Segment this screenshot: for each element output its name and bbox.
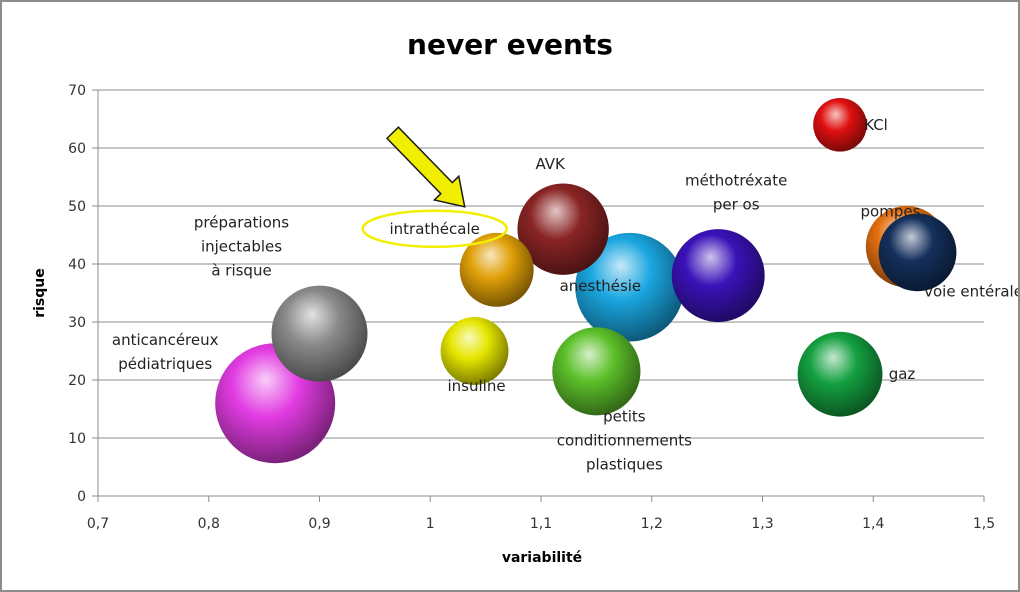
y-axis-title: risque (32, 268, 48, 318)
x-tick-label: 1 (426, 516, 435, 532)
bubble-label-line: petits (603, 407, 646, 425)
bubble-label-line: AVK (535, 155, 566, 173)
bubble-kcl (813, 97, 867, 152)
y-tick-label: 40 (68, 257, 86, 273)
bubble-label: anticancéreux pédiatriques (112, 331, 219, 373)
bubble-label-line: voie entérale (924, 282, 1018, 300)
bubble-préparations (271, 285, 368, 382)
bubble-label: AVK (535, 155, 566, 173)
annotation-arrow (385, 126, 466, 208)
bubble-label-line: gaz (889, 365, 916, 383)
y-tick-label: 20 (68, 373, 86, 389)
x-tick-label: 0,8 (198, 516, 220, 532)
bubble-label: préparations injectables à risque (194, 214, 289, 280)
bubble-label-line: intrathécale (390, 220, 480, 238)
bubble-label-line: KCl (864, 116, 888, 134)
y-tick-label: 50 (68, 199, 86, 215)
bubble-label-line: conditionnements (557, 431, 692, 449)
bubble-voie-entérale (878, 213, 957, 292)
bubble-avk (517, 183, 609, 275)
bubble-label-line: per os (713, 196, 760, 214)
x-axis-title: variabilité (502, 550, 582, 566)
chart-title: never events (407, 28, 613, 61)
bubble-intrathécale (459, 232, 534, 307)
x-tick-label: 0,7 (87, 516, 109, 532)
bubble-label: anesthésie (560, 277, 642, 295)
y-tick-label: 70 (68, 83, 86, 99)
bubble-label-line: anesthésie (560, 277, 642, 295)
bubble-label: KCl (864, 116, 888, 134)
highlight-ellipse (361, 209, 508, 249)
bubble-label: intrathécale (390, 220, 480, 238)
bubble-label: insuline (448, 377, 506, 395)
annotation (361, 126, 508, 249)
bubble-label-line: injectables (201, 238, 282, 256)
bubble-méthotréxate (671, 229, 765, 323)
bubble-label-line: méthotréxate (685, 172, 787, 190)
x-tick-label: 0,9 (308, 516, 330, 532)
bubble-label: méthotréxate per os (685, 172, 787, 214)
bubble-label-line: à risque (211, 262, 271, 280)
y-tick-label: 60 (68, 141, 86, 157)
x-tick-label: 1,4 (862, 516, 884, 532)
bubble-label-line: insuline (448, 377, 506, 395)
bubble-gaz (797, 331, 883, 417)
bubble-label: voie entérale (924, 282, 1018, 300)
x-tick-label: 1,3 (751, 516, 773, 532)
bubble-anesthésie (575, 232, 684, 342)
y-tick-label: 30 (68, 315, 86, 331)
axes: 0 10 20 30 40 50 60 70 0,7 0,8 0,9 1 1,1 1,2 1,3 1,4 1,5 (68, 83, 995, 532)
bubble-label: petits conditionnements plastiques (557, 407, 692, 473)
bubbles (215, 97, 957, 464)
bubble-labels: anticancéreux pédiatriques préparations inj… (112, 116, 1018, 473)
bubble-label-line: préparations (194, 214, 289, 232)
y-tick-label: 0 (77, 489, 86, 505)
bubble-label: pompes (861, 203, 921, 221)
x-tick-label: 1,1 (530, 516, 552, 532)
x-tick-label: 1,5 (973, 516, 995, 532)
bubble-label: gaz (889, 365, 916, 383)
y-tick-label: 10 (68, 431, 86, 447)
bubble-label-line: plastiques (586, 455, 663, 473)
x-tick-label: 1,2 (641, 516, 663, 532)
bubble-label-line: anticancéreux (112, 331, 219, 349)
bubble-label-line: pédiatriques (118, 355, 212, 373)
bubble-petits (552, 327, 641, 416)
bubble-insuline (440, 317, 509, 385)
bubble-label-line: pompes (861, 203, 921, 221)
